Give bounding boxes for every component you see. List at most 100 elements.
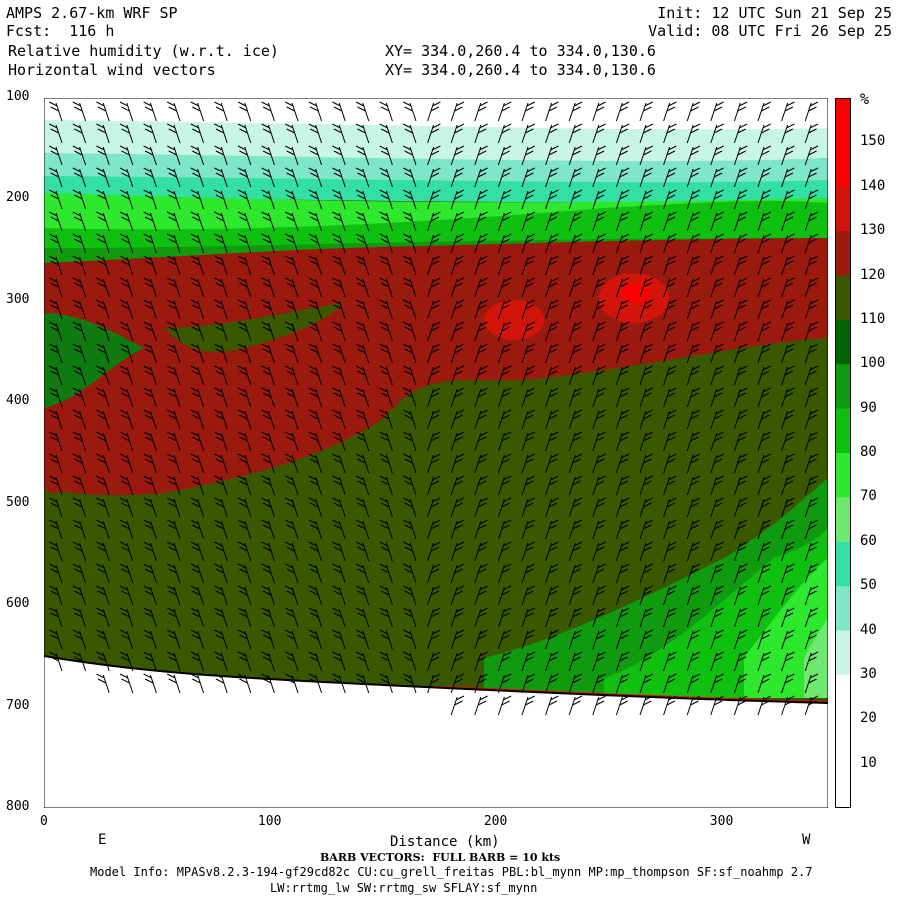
wind-barb <box>308 321 323 342</box>
wind-barb <box>497 475 512 496</box>
wind-barb <box>663 255 677 276</box>
wind-barb <box>663 233 677 254</box>
wind-barb <box>284 101 299 122</box>
wind-barb <box>450 475 465 496</box>
wind-barb <box>663 101 677 122</box>
barb-note: BARB VECTORS: FULL BARB = 10 kts <box>320 851 561 864</box>
colorbar-level-label: 150 <box>860 133 886 150</box>
wind-barb <box>119 167 134 188</box>
wind-barb <box>474 321 488 342</box>
wind-barb <box>663 123 677 144</box>
wind-barb <box>710 673 724 694</box>
wind-barb <box>686 167 701 188</box>
wind-barb <box>332 277 346 298</box>
wind-barb <box>733 343 748 364</box>
wind-barb <box>427 673 441 694</box>
wind-barb <box>710 277 724 298</box>
wind-barb <box>497 211 512 232</box>
wind-barb <box>521 607 536 628</box>
wind-barb <box>545 541 559 562</box>
wind-barb <box>781 629 795 650</box>
wind-barb <box>592 123 606 144</box>
wind-barb <box>166 365 181 386</box>
wind-barb <box>450 299 465 320</box>
wind-barb <box>639 101 654 122</box>
wind-barb <box>497 651 512 672</box>
wind-barb <box>733 189 748 210</box>
wind-barb <box>804 343 819 364</box>
wind-barb <box>427 453 441 474</box>
wind-barb <box>521 145 536 166</box>
wind-barb <box>237 167 252 188</box>
wind-barb <box>190 167 205 188</box>
wind-barb <box>497 255 512 276</box>
wind-barb <box>663 475 677 496</box>
wind-barb <box>237 101 252 122</box>
wind-barb <box>214 541 228 562</box>
wind-barb <box>237 189 252 210</box>
wind-barb <box>686 541 701 562</box>
wind-barb <box>497 497 512 518</box>
wind-barb <box>237 299 252 320</box>
wind-barb <box>72 497 87 518</box>
wind-barb <box>332 299 346 320</box>
wind-barb <box>48 343 63 364</box>
wind-barb <box>804 695 819 716</box>
wind-barb <box>332 541 346 562</box>
wind-barb <box>804 519 819 540</box>
wind-barb <box>710 629 724 650</box>
wind-barb <box>332 585 346 606</box>
wind-barb <box>96 431 110 452</box>
wind-barb <box>710 321 724 342</box>
wind-barb <box>568 607 583 628</box>
wind-barb <box>72 541 87 562</box>
wind-barb <box>379 541 393 562</box>
wind-barb <box>332 189 346 210</box>
wind-barb <box>48 541 63 562</box>
wind-barb <box>757 123 772 144</box>
wind-barb <box>733 123 748 144</box>
colorbar-swatch <box>835 453 851 498</box>
wind-barb <box>143 167 157 188</box>
wind-barb <box>663 167 677 188</box>
wind-barb <box>237 123 252 144</box>
wind-barb <box>190 365 205 386</box>
wind-barb <box>545 123 559 144</box>
wind-barb <box>781 607 795 628</box>
wind-barb <box>497 519 512 540</box>
wind-barb <box>615 519 630 540</box>
wind-barb <box>733 255 748 276</box>
wind-barb <box>355 497 370 518</box>
wind-barb <box>450 145 465 166</box>
wind-barb <box>686 387 701 408</box>
wind-barb <box>190 541 205 562</box>
wind-barb <box>733 607 748 628</box>
wind-barb <box>757 651 772 672</box>
wind-barb <box>545 387 559 408</box>
wind-barb <box>568 255 583 276</box>
wind-barb <box>804 101 819 122</box>
wind-barb <box>379 607 393 628</box>
wind-barb <box>639 409 654 430</box>
colorbar-level-label: 60 <box>860 532 877 549</box>
wind-barb <box>284 541 299 562</box>
wind-barb <box>48 189 63 210</box>
wind-barb <box>214 453 228 474</box>
wind-barb <box>663 387 677 408</box>
wind-barb <box>355 585 370 606</box>
wind-barb <box>804 365 819 386</box>
wind-barb <box>402 541 417 562</box>
wind-barb <box>568 101 583 122</box>
wind-barb <box>402 585 417 606</box>
wind-barb <box>686 475 701 496</box>
wind-barb <box>166 497 181 518</box>
wind-barb <box>143 211 157 232</box>
wind-barb <box>592 343 606 364</box>
wind-barb <box>284 167 299 188</box>
cross-section-plot <box>44 98 828 808</box>
wind-barb <box>545 343 559 364</box>
wind-barb <box>781 167 795 188</box>
wind-barb <box>615 607 630 628</box>
wind-barb <box>781 497 795 518</box>
colorbar-level-label: 10 <box>860 754 877 771</box>
